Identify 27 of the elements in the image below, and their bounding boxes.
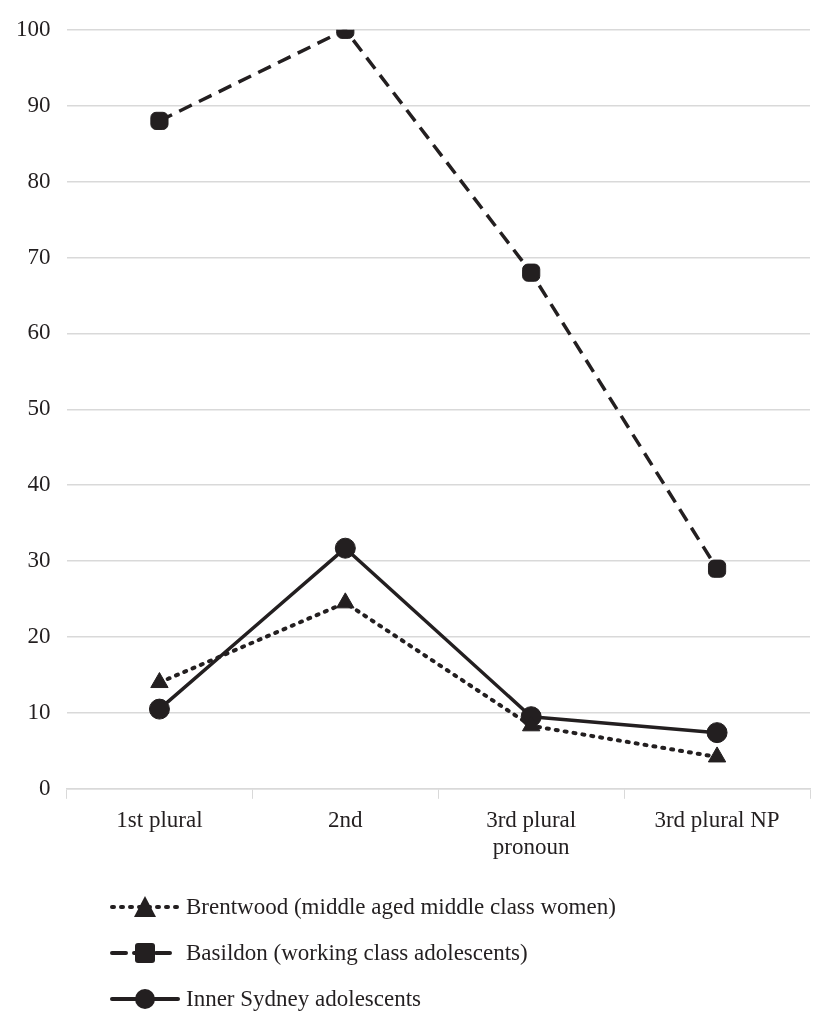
y-tick-label: 40 bbox=[27, 471, 51, 497]
x-tick-label: 3rd plural NP bbox=[654, 806, 780, 832]
point bbox=[707, 746, 727, 763]
legend-label: Brentwood (middle aged middle class women) bbox=[186, 894, 616, 920]
point bbox=[150, 111, 169, 130]
y-tick-label: 0 bbox=[39, 774, 51, 800]
point bbox=[522, 263, 541, 282]
point bbox=[336, 592, 355, 609]
point bbox=[148, 698, 170, 720]
y-tick-label: 30 bbox=[27, 547, 51, 573]
y-tick-label: 90 bbox=[27, 91, 51, 117]
point bbox=[707, 559, 727, 578]
y-tick-label: 100 bbox=[16, 15, 51, 41]
y-tick-label: 20 bbox=[27, 623, 51, 649]
y-tick-label: 70 bbox=[27, 243, 51, 269]
y-tick-label: 50 bbox=[27, 395, 51, 421]
y-tick-label: 10 bbox=[27, 698, 51, 724]
legend-label: Inner Sydney adolescents bbox=[186, 986, 422, 1012]
x-tick-label: 3rd plural pronoun bbox=[486, 806, 577, 860]
legend-label: Basildon (working class adolescents) bbox=[186, 940, 528, 966]
point bbox=[334, 537, 356, 559]
y-tick-label: 80 bbox=[27, 167, 51, 193]
x-tick-label: 2nd bbox=[328, 806, 364, 832]
y-tick-label: 60 bbox=[27, 319, 51, 345]
point bbox=[150, 672, 169, 689]
point bbox=[706, 722, 728, 744]
x-tick-label: 1st plural bbox=[116, 806, 203, 832]
